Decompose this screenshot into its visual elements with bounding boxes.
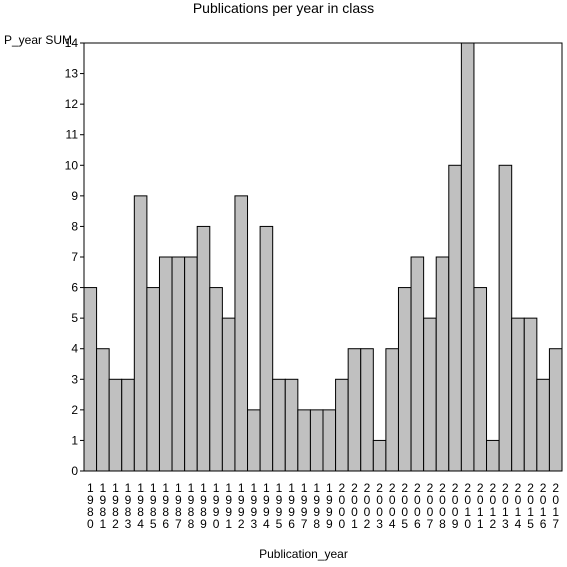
- bar-2007: [423, 317, 437, 472]
- bar-2006: [410, 256, 425, 472]
- y-tick-label-4: 4: [71, 342, 78, 356]
- bar-1993: [247, 409, 261, 472]
- bar-2016: [536, 378, 550, 472]
- bar-1982: [108, 378, 123, 472]
- bar-1994: [259, 225, 274, 472]
- y-tick-label-6: 6: [71, 281, 78, 295]
- y-tick-label-9: 9: [71, 189, 78, 203]
- bar-1980: [83, 287, 98, 472]
- y-tick-label-3: 3: [71, 372, 78, 386]
- bar-2011: [473, 287, 488, 472]
- bar-2014: [511, 317, 525, 472]
- bar-1986: [158, 256, 173, 472]
- chart-title: Publications per year in class: [192, 0, 375, 16]
- y-tick-label-14: 14: [65, 36, 79, 50]
- bar-1983: [121, 378, 135, 472]
- y-tick-label-10: 10: [65, 158, 79, 172]
- y-axis-label: P_year SUM: [4, 33, 73, 47]
- y-tick-label-0: 0: [71, 464, 78, 478]
- y-tick-label-1: 1: [71, 433, 78, 447]
- x-axis-label: Publication_year: [259, 547, 348, 561]
- bar-1999: [322, 409, 337, 472]
- bar-1991: [221, 317, 236, 472]
- bar-1990: [209, 287, 223, 472]
- bar-2017: [548, 348, 563, 472]
- bar-2012: [486, 439, 500, 472]
- bar-2003: [372, 439, 387, 472]
- bar-1996: [284, 378, 299, 472]
- y-tick-label-5: 5: [71, 311, 78, 325]
- bar-1984: [133, 195, 148, 472]
- bar-1998: [309, 409, 324, 472]
- bar-2005: [397, 287, 412, 472]
- y-tick-label-2: 2: [71, 403, 78, 417]
- bar-1981: [96, 348, 110, 472]
- bar-2009: [448, 164, 462, 472]
- bar-2000: [335, 378, 349, 472]
- bar-1987: [171, 256, 186, 472]
- bar-1988: [184, 256, 198, 472]
- bar-1997: [297, 409, 311, 472]
- bar-1985: [146, 287, 160, 472]
- y-tick-label-8: 8: [71, 219, 78, 233]
- bar-2004: [385, 348, 399, 472]
- bar-1992: [234, 195, 249, 472]
- bar-2002: [360, 348, 374, 472]
- y-tick-label-7: 7: [71, 250, 78, 264]
- y-tick-label-13: 13: [65, 67, 79, 81]
- bar-2001: [347, 348, 362, 472]
- bar-2008: [435, 256, 450, 472]
- bar-2015: [523, 317, 538, 472]
- bar-2013: [498, 164, 513, 472]
- bar-1995: [272, 378, 286, 472]
- y-tick-label-11: 11: [66, 128, 79, 142]
- bar-1989: [196, 225, 211, 472]
- bar-2010: [460, 42, 475, 472]
- y-tick-label-12: 12: [65, 97, 79, 111]
